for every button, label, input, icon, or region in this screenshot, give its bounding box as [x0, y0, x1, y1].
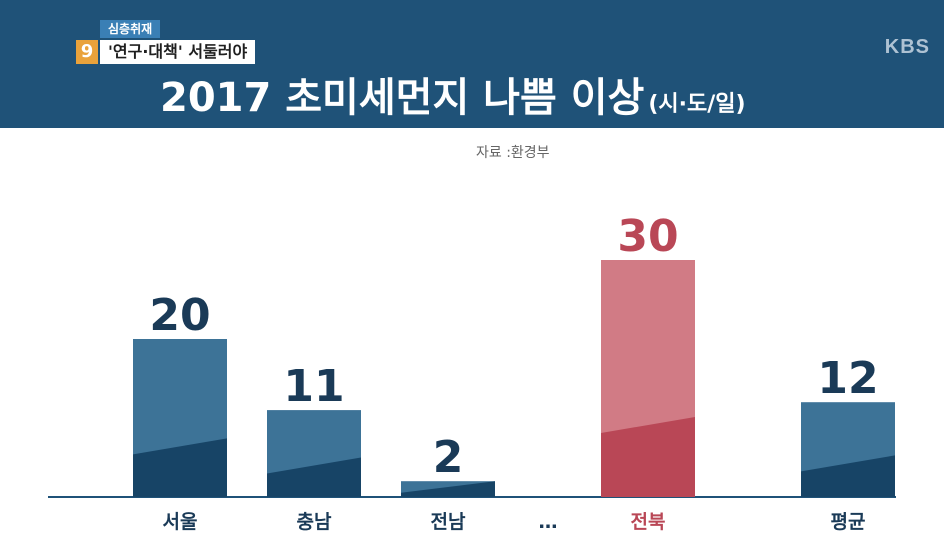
data-source: 자료 :환경부: [476, 145, 550, 161]
category-label-2: 전남: [431, 511, 466, 533]
chart-title-unit: (시·도/일): [648, 92, 746, 117]
bar-value-label-1: 11: [283, 361, 344, 412]
bar-value-label-0: 20: [149, 290, 210, 341]
bar-value-label-2: 2: [433, 432, 464, 483]
bar-shade-0: [133, 438, 227, 497]
category-label-3: …: [539, 511, 558, 533]
category-label-0: 서울: [163, 511, 198, 533]
bar-shade-5: [801, 455, 895, 497]
bar-5: [801, 402, 895, 497]
news-subtitle: '연구·대책' 서둘러야: [100, 40, 256, 64]
category-label-4: 전북: [631, 511, 666, 533]
category-label-1: 충남: [297, 511, 332, 533]
category-label-5: 평균: [831, 511, 866, 533]
broadcaster-logo: KBS: [884, 36, 930, 58]
chart-title: 2017 초미세먼지 나쁨 이상 (시·도/일): [160, 70, 920, 126]
chart-title-text: 2017 초미세먼지 나쁨 이상: [160, 75, 645, 121]
program-tag: 심층취재: [100, 20, 161, 38]
header-banner: 심층취재 9 '연구·대책' 서둘러야 KBS 2017 초미세먼지 나쁨 이상…: [0, 0, 944, 128]
bar-1: [267, 410, 361, 497]
bar-shade-4: [601, 417, 695, 497]
episode-number: 9: [76, 40, 98, 64]
bar-value-label-5: 12: [817, 353, 878, 404]
bar-4: [601, 260, 695, 497]
bar-shade-1: [267, 457, 361, 497]
bar-0: [133, 339, 227, 497]
bar-2: [401, 481, 495, 497]
bar-value-label-4: 30: [617, 211, 678, 262]
bar-shade-2: [401, 481, 495, 497]
